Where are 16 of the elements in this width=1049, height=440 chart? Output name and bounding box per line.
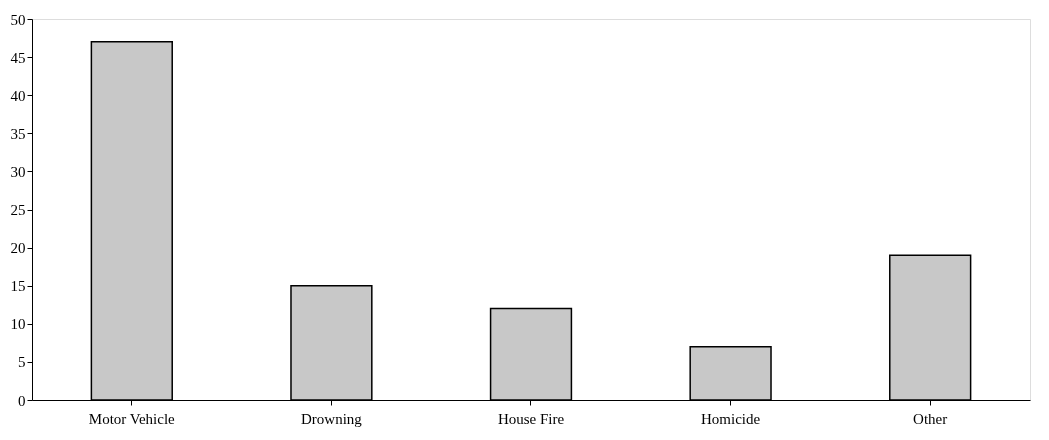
y-tick-label: 0 (18, 392, 26, 409)
y-tick-label: 35 (10, 125, 26, 142)
x-tick-label: Drowning (300, 410, 363, 427)
x-tick-label: Other (913, 410, 948, 427)
x-tick-label: House Fire (497, 410, 565, 427)
x-tick-label: Homicide (701, 410, 761, 427)
y-tick-label: 45 (10, 49, 26, 66)
y-tick-label: 5 (18, 354, 26, 371)
y-tick-label: 40 (10, 87, 26, 104)
y-tick-label: 50 (10, 11, 26, 28)
x-tick-label: Motor Vehicle (88, 410, 176, 427)
y-tick-label: 20 (10, 240, 26, 257)
y-tick-label: 10 (10, 316, 26, 333)
y-tick-label: 25 (10, 202, 26, 218)
y-tick-label: 15 (10, 278, 26, 295)
y-tick-label: 30 (10, 163, 26, 180)
